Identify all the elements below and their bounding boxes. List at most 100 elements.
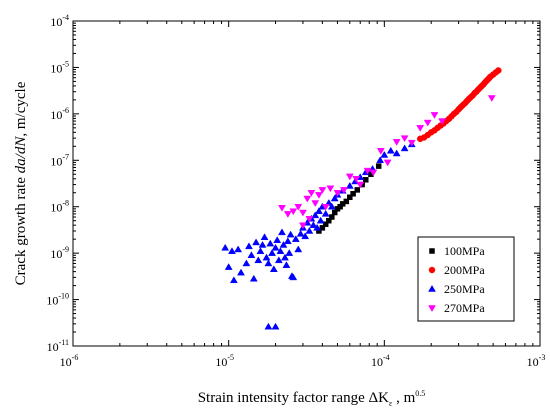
data-point	[294, 203, 303, 211]
x-tick-label: 10-6	[60, 353, 79, 369]
plot-frame	[72, 20, 541, 347]
y-tick-label: 10-4	[50, 13, 69, 29]
data-point	[329, 214, 335, 220]
data-point	[352, 176, 361, 183]
legend-label: 100MPa	[444, 244, 485, 258]
data-point	[289, 208, 298, 216]
data-point	[276, 247, 285, 254]
data-point	[430, 112, 439, 119]
data-point	[264, 259, 273, 267]
data-point	[281, 253, 289, 261]
data-point	[331, 209, 338, 216]
x-axis-title-sup: 0.5	[415, 389, 425, 398]
x-axis-title: Strain intensity factor range ΔKε , m0.5	[198, 389, 426, 408]
series-250MPa	[221, 140, 416, 330]
data-point	[369, 169, 378, 177]
data-point	[224, 263, 233, 270]
data-point	[375, 163, 382, 169]
series-270MPa	[278, 95, 496, 230]
data-point	[221, 243, 230, 251]
data-point	[256, 247, 265, 254]
legend-marker	[428, 266, 436, 274]
data-point	[299, 209, 307, 217]
data-point	[321, 203, 330, 211]
x-axis-title-sub: ε	[389, 399, 393, 408]
data-point	[383, 159, 392, 167]
data-point	[271, 322, 280, 330]
y-axis-title-italic: da/dN	[13, 136, 29, 174]
data-point	[237, 268, 245, 276]
x-axis-title-unit: , m	[392, 390, 415, 406]
data-point	[266, 239, 275, 247]
data-point	[313, 223, 322, 231]
data-point	[314, 192, 323, 199]
data-point	[330, 194, 339, 202]
data-point	[278, 204, 286, 212]
data-point	[400, 135, 409, 143]
data-point	[309, 221, 318, 228]
data-point	[311, 200, 320, 208]
data-point	[326, 185, 335, 193]
data-point	[291, 235, 300, 242]
data-point	[495, 67, 502, 74]
y-tick-label: 10-5	[50, 59, 69, 75]
y-tick-label: 10-7	[50, 152, 69, 168]
data-point	[423, 119, 432, 127]
data-point	[322, 221, 329, 227]
data-point	[289, 273, 298, 281]
data-point	[416, 125, 425, 132]
data-point	[316, 216, 325, 224]
y-axis-title-unit: , m/cycle	[13, 81, 29, 136]
data-point	[285, 249, 294, 256]
series-100MPa	[316, 163, 382, 234]
data-point	[345, 173, 354, 181]
y-tick-label: 10-8	[50, 199, 69, 215]
data-point	[380, 150, 389, 158]
data-point	[356, 181, 365, 189]
data-point	[407, 139, 416, 147]
x-tick-label: 10-3	[527, 353, 546, 369]
data-point	[326, 217, 332, 224]
data-point	[271, 243, 280, 251]
data-point	[319, 225, 326, 231]
data-point	[363, 177, 369, 183]
data-point	[392, 149, 401, 157]
data-point	[273, 236, 282, 243]
data-point	[400, 144, 409, 152]
legend: 100MPa 200MPa 250MPa 270MPa	[417, 236, 515, 322]
data-point	[234, 245, 243, 253]
data-point	[305, 216, 314, 223]
data-point	[333, 189, 342, 197]
legend-marker	[429, 248, 435, 254]
x-axis: 10-6 10-5 10-4 10-3	[60, 21, 546, 369]
data-point	[363, 167, 372, 175]
data-point	[296, 229, 305, 237]
x-tick-label: 10-5	[215, 353, 234, 369]
data-point	[247, 251, 256, 259]
y-tick-label: 10-6	[50, 106, 69, 122]
data-point	[260, 233, 269, 240]
data-point	[343, 198, 350, 205]
data-point	[245, 242, 253, 250]
data-point	[249, 274, 258, 282]
y-axis-title-main: Crack growth rate	[13, 173, 29, 285]
data-point	[294, 245, 303, 253]
data-point	[386, 146, 395, 154]
data-point	[299, 222, 307, 230]
data-point	[301, 232, 310, 240]
data-point	[327, 202, 336, 210]
data-point	[354, 187, 361, 193]
data-point	[264, 322, 273, 330]
y-axis: 10-11 10-10 10-9 10-8 10-7 10-6 10-5 10-4	[46, 13, 540, 354]
data-point	[303, 195, 312, 203]
data-point	[350, 191, 356, 197]
data-point	[318, 187, 327, 194]
data-point	[392, 139, 401, 146]
data-point	[347, 194, 353, 200]
x-axis-title-main: Strain intensity factor range ΔK	[198, 390, 389, 406]
data-point	[262, 253, 271, 261]
data-point	[345, 181, 354, 189]
data-point	[228, 247, 236, 254]
series-200MPa	[416, 67, 502, 143]
